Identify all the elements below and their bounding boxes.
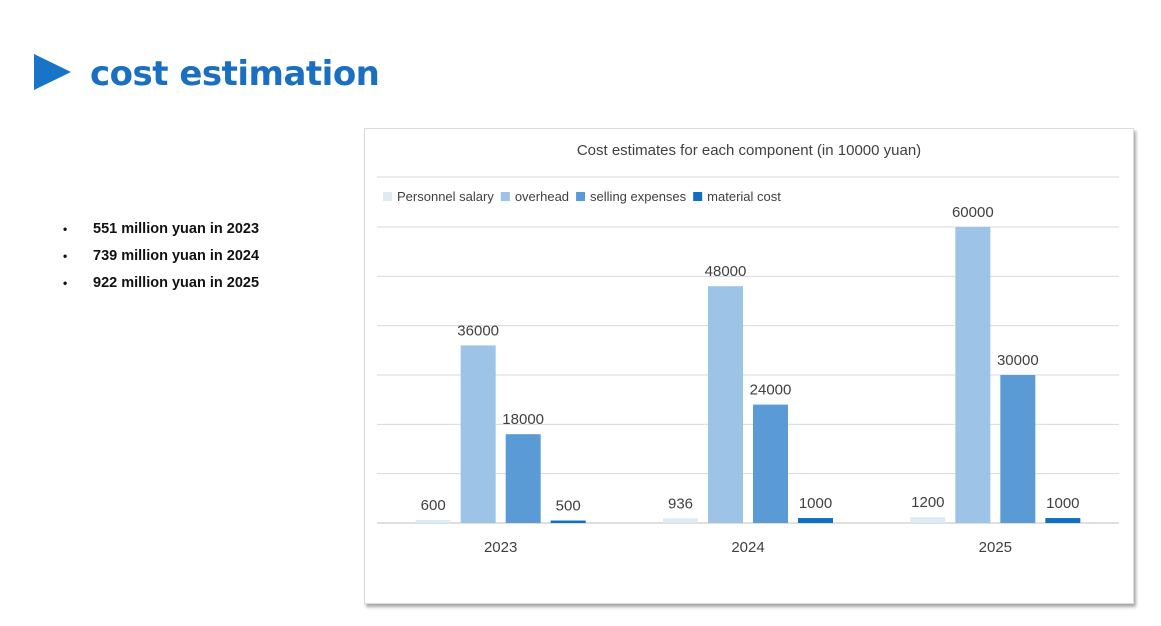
bullet-dot-icon: •: [63, 249, 68, 263]
bullet-dot-icon: •: [63, 276, 68, 290]
chart-card: Cost estimates for each component (in 10…: [364, 128, 1134, 604]
chart-title: Cost estimates for each component (in 10…: [577, 142, 921, 159]
x-axis: 2023 2024 2025: [484, 539, 1012, 556]
data-label: 1200: [911, 494, 944, 511]
bar: [460, 345, 496, 523]
summary-item: • 739 million yuan in 2024: [62, 243, 259, 270]
summary-item-text: 551 million yuan in 2023: [93, 221, 260, 237]
bullet-dot-icon: •: [63, 222, 68, 236]
summary-item: • 551 million yuan in 2023: [62, 216, 259, 243]
legend-swatch: [693, 192, 703, 201]
bar: [663, 518, 698, 523]
data-label: 1000: [1046, 495, 1079, 512]
data-label: 36000: [457, 322, 499, 339]
legend-swatch: [383, 192, 392, 201]
legend-label: material cost: [707, 189, 781, 204]
summary-list: • 551 million yuan in 2023 • 739 million…: [62, 216, 259, 297]
x-tick-label: 2025: [979, 539, 1012, 556]
bar: [415, 520, 451, 523]
play-triangle-icon: [34, 54, 71, 90]
bar: [708, 286, 743, 523]
summary-item-text: 922 million yuan in 2025: [93, 275, 260, 291]
bar: [505, 434, 541, 523]
grid-layer: [377, 176, 1119, 524]
cost-estimate-chart: Cost estimates for each component (in 10…: [377, 142, 1119, 556]
bar: [955, 227, 991, 523]
data-labels-layer: 600 36000 18000 500 936 48000 24000 1000 1200 600…: [421, 204, 1080, 515]
data-label: 24000: [750, 382, 792, 399]
summary-item-text: 739 million yuan in 2024: [93, 248, 260, 264]
bar: [910, 517, 946, 523]
legend-swatch: [500, 192, 510, 201]
legend: Personnel salary overhead selling expenses…: [383, 189, 781, 204]
bar: [753, 404, 788, 523]
bar: [550, 520, 586, 523]
bar: [798, 518, 833, 523]
page-title: cost estimation: [90, 54, 380, 94]
data-label: 600: [421, 497, 446, 514]
data-label: 48000: [705, 263, 747, 280]
bar: [1045, 518, 1081, 523]
legend-label: selling expenses: [590, 189, 687, 204]
bars-layer: [415, 227, 1081, 523]
legend-label: Personnel salary: [397, 189, 494, 204]
data-label: 30000: [997, 352, 1039, 369]
summary-item: • 922 million yuan in 2025: [62, 270, 259, 297]
legend-label: overhead: [515, 189, 569, 204]
x-tick-label: 2023: [484, 539, 517, 556]
x-tick-label: 2024: [731, 539, 764, 556]
data-label: 500: [556, 498, 581, 515]
data-label: 936: [668, 495, 693, 512]
data-label: 1000: [799, 495, 832, 512]
legend-swatch: [576, 192, 586, 201]
data-label: 18000: [502, 411, 544, 428]
data-label: 60000: [952, 204, 994, 221]
bar: [1000, 375, 1036, 523]
